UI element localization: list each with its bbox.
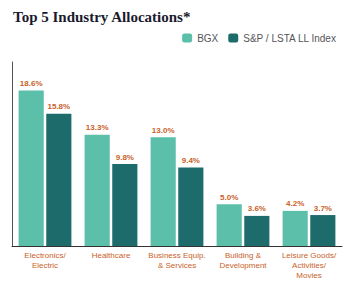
svg-text:Development: Development	[219, 261, 267, 270]
svg-text:& Services: & Services	[158, 261, 196, 270]
svg-text:Top 5 Industry Allocations*: Top 5 Industry Allocations*	[13, 9, 190, 25]
svg-text:Healthcare: Healthcare	[92, 251, 131, 260]
svg-text:Electric: Electric	[32, 261, 58, 270]
svg-text:Leisure Goods/: Leisure Goods/	[282, 251, 337, 260]
svg-text:Movies: Movies	[296, 271, 321, 280]
svg-text:18.6%: 18.6%	[20, 79, 43, 88]
svg-text:9.8%: 9.8%	[116, 153, 134, 162]
svg-text:13.0%: 13.0%	[152, 126, 175, 135]
svg-text:4.2%: 4.2%	[286, 199, 304, 208]
svg-text:3.6%: 3.6%	[248, 204, 266, 213]
svg-text:Activities/: Activities/	[292, 261, 327, 270]
svg-text:3.7%: 3.7%	[314, 204, 332, 213]
svg-text:13.3%: 13.3%	[86, 123, 109, 132]
svg-text:5.0%: 5.0%	[220, 193, 238, 202]
svg-text:9.4%: 9.4%	[182, 156, 200, 165]
svg-text:15.8%: 15.8%	[47, 102, 70, 111]
svg-text:Building &: Building &	[225, 251, 262, 260]
svg-text:Electronics/: Electronics/	[24, 251, 66, 260]
svg-text:S&P / LSTA LL Index: S&P / LSTA LL Index	[243, 33, 336, 44]
svg-text:BGX: BGX	[197, 33, 218, 44]
svg-text:Business Equip.: Business Equip.	[148, 251, 205, 260]
